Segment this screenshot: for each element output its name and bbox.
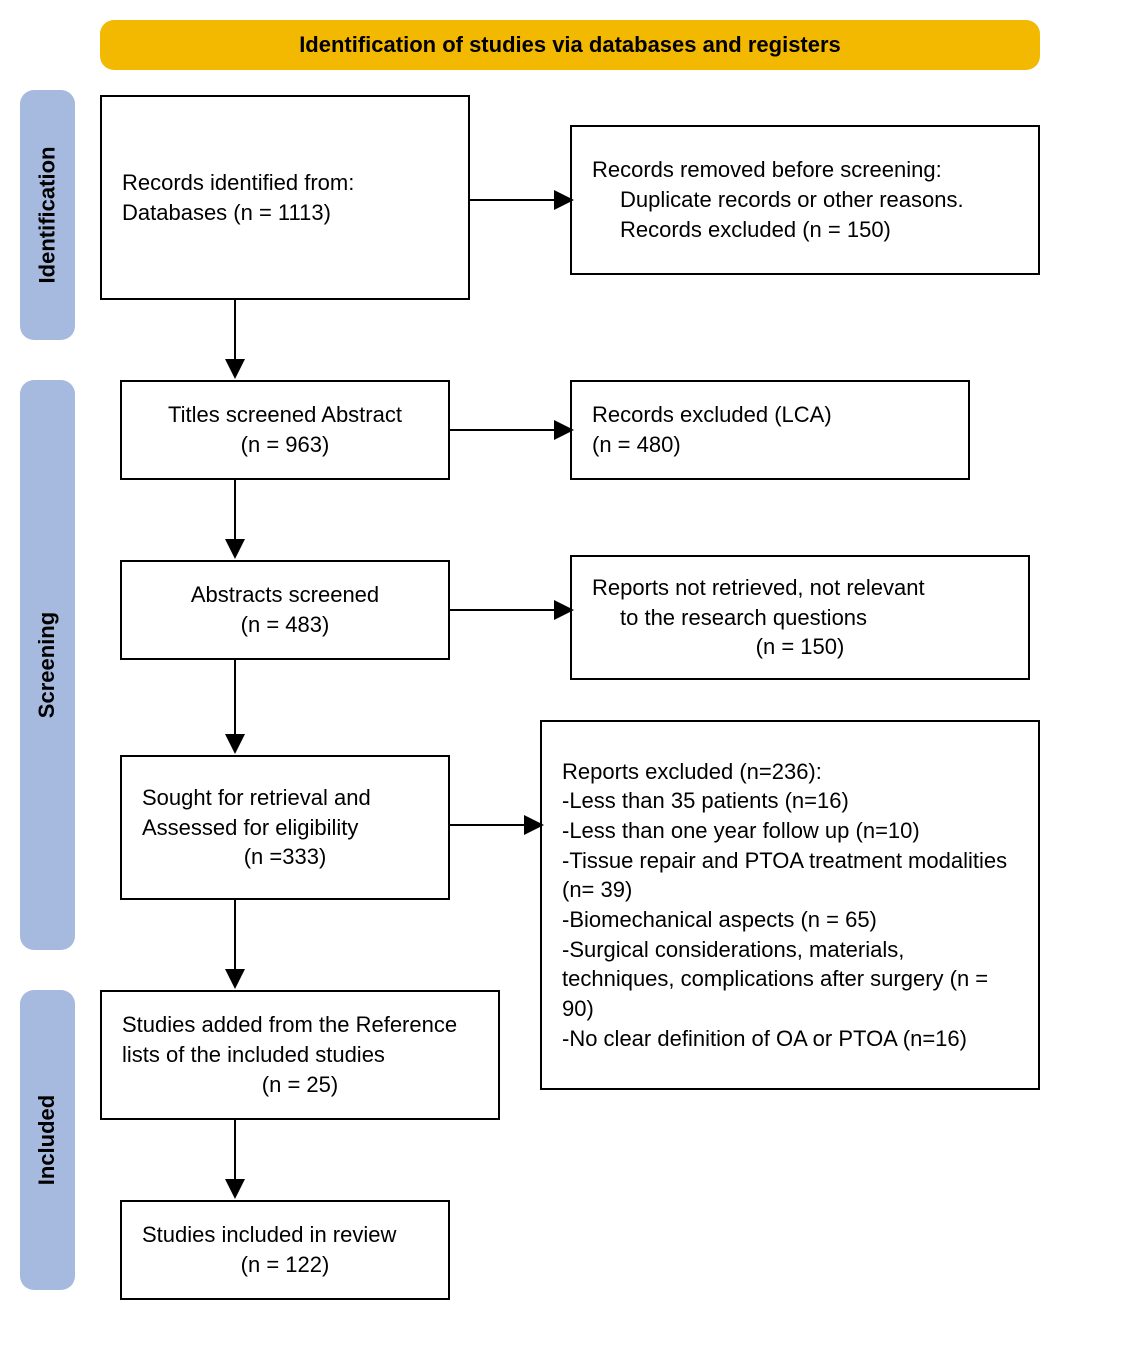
box-text-line: Abstracts screened (142, 580, 428, 610)
box-text-line: (n = 480) (592, 430, 948, 460)
box-text-line: -Less than 35 patients (n=16) (562, 786, 1018, 816)
box-text-line: (n = 483) (142, 610, 428, 640)
box-text-line: Duplicate records or other reasons. (592, 185, 1018, 215)
box-records-identified: Records identified from:Databases (n = 1… (100, 95, 470, 300)
box-text-line: -No clear definition of OA or PTOA (n=16… (562, 1024, 1018, 1054)
box-records-removed: Records removed before screening:Duplica… (570, 125, 1040, 275)
box-text-line: -Surgical considerations, materials, tec… (562, 935, 1018, 1024)
box-text-line: lists of the included studies (122, 1040, 478, 1070)
box-text-line: Sought for retrieval and (142, 783, 428, 813)
box-text-line: to the research questions (592, 603, 1008, 633)
box-text-line: Databases (n = 1113) (122, 198, 448, 228)
box-text-line: (n = 122) (142, 1250, 428, 1280)
phase-label: Screening (35, 612, 61, 718)
box-text-line: Reports excluded (n=236): (562, 757, 1018, 787)
box-text-line: Records removed before screening: (592, 155, 1018, 185)
box-reports-excluded: Reports excluded (n=236):-Less than 35 p… (540, 720, 1040, 1090)
header-banner-label: Identification of studies via databases … (299, 32, 841, 58)
box-text-line: Reports not retrieved, not relevant (592, 573, 1008, 603)
box-text-line: Records excluded (LCA) (592, 400, 948, 430)
header-banner: Identification of studies via databases … (100, 20, 1040, 70)
box-text-line: -Tissue repair and PTOA treatment modali… (562, 846, 1018, 905)
box-text-line: -Less than one year follow up (n=10) (562, 816, 1018, 846)
box-text-line: (n =333) (142, 842, 428, 872)
box-text-line: -Biomechanical aspects (n = 65) (562, 905, 1018, 935)
box-records-excluded-lca: Records excluded (LCA) (n = 480) (570, 380, 970, 480)
box-text-line: Studies added from the Reference (122, 1010, 478, 1040)
box-text-line: Records excluded (n = 150) (592, 215, 1018, 245)
box-text-line: (n = 963) (142, 430, 428, 460)
box-text-line: Studies included in review (142, 1220, 428, 1250)
phase-included: Included (20, 990, 75, 1290)
phase-screening: Screening (20, 380, 75, 950)
phase-label: Included (35, 1095, 61, 1185)
flowchart-canvas: Identification of studies via databases … (0, 0, 1126, 1370)
phase-identification: Identification (20, 90, 75, 340)
box-studies-included: Studies included in review(n = 122) (120, 1200, 450, 1300)
box-studies-added: Studies added from the Referencelists of… (100, 990, 500, 1120)
box-text-line: Assessed for eligibility (142, 813, 428, 843)
box-text-line: (n = 25) (122, 1070, 478, 1100)
box-text-line: (n = 150) (592, 632, 1008, 662)
box-text-line: Titles screened Abstract (142, 400, 428, 430)
box-text-line: Records identified from: (122, 168, 448, 198)
box-titles-screened: Titles screened Abstract(n = 963) (120, 380, 450, 480)
box-sought-assessed: Sought for retrieval andAssessed for eli… (120, 755, 450, 900)
phase-label: Identification (35, 147, 61, 284)
box-reports-not-retrieved: Reports not retrieved, not relevantto th… (570, 555, 1030, 680)
box-abstracts-screened: Abstracts screened(n = 483) (120, 560, 450, 660)
